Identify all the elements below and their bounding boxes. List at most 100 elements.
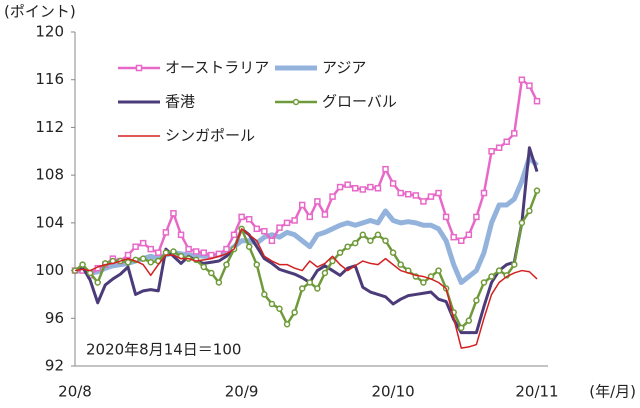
marker xyxy=(382,237,389,244)
series-line xyxy=(75,154,539,285)
marker xyxy=(389,180,397,187)
y-tick-label: 116 xyxy=(35,70,64,88)
marker xyxy=(147,258,154,266)
marker xyxy=(261,227,268,235)
marker xyxy=(488,273,495,280)
marker xyxy=(200,249,208,256)
marker xyxy=(374,185,382,192)
marker xyxy=(404,190,412,198)
marker xyxy=(238,213,245,221)
y-axis-label: (ポイント) xyxy=(4,3,76,21)
marker xyxy=(526,82,533,89)
marker xyxy=(435,189,442,197)
marker xyxy=(344,243,351,250)
marker xyxy=(321,211,329,218)
marker xyxy=(526,207,533,215)
legend-label: グローバル xyxy=(322,93,397,111)
marker xyxy=(518,76,526,83)
marker xyxy=(389,249,397,256)
marker xyxy=(420,198,427,205)
marker xyxy=(253,261,261,268)
marker xyxy=(283,219,291,227)
marker xyxy=(223,245,230,253)
marker xyxy=(427,193,435,200)
marker xyxy=(155,249,162,256)
marker xyxy=(382,165,389,173)
marker xyxy=(291,217,298,224)
y-tick-label: 100 xyxy=(35,261,64,279)
marker xyxy=(94,279,101,286)
annotation: 2020年8月14日＝100 xyxy=(86,341,241,359)
marker xyxy=(397,189,404,197)
marker xyxy=(291,309,298,316)
y-tick-label: 92 xyxy=(45,357,64,375)
marker xyxy=(132,243,139,250)
marker xyxy=(306,213,314,221)
marker xyxy=(283,321,291,328)
marker xyxy=(458,237,465,244)
marker xyxy=(336,249,344,256)
marker xyxy=(208,251,215,259)
marker xyxy=(533,187,541,194)
marker xyxy=(124,251,132,259)
marker xyxy=(298,201,306,209)
marker xyxy=(397,261,404,268)
marker xyxy=(351,185,359,192)
marker xyxy=(200,263,208,271)
marker xyxy=(306,279,314,286)
marker xyxy=(245,216,253,223)
marker xyxy=(321,269,329,277)
marker xyxy=(450,233,457,241)
marker xyxy=(465,317,473,324)
x-tick-label: 20/8 xyxy=(58,383,92,401)
marker xyxy=(124,258,132,266)
legend-label: アジア xyxy=(322,59,366,77)
marker xyxy=(465,231,473,239)
marker xyxy=(223,261,230,268)
legend-label: オーストラリア xyxy=(165,59,269,77)
marker xyxy=(359,231,367,239)
marker xyxy=(170,210,177,217)
marker xyxy=(480,189,488,197)
marker xyxy=(533,97,541,105)
marker xyxy=(276,305,283,312)
marker xyxy=(268,237,276,244)
marker xyxy=(511,130,518,137)
marker xyxy=(344,181,351,188)
marker xyxy=(147,245,154,253)
x-tick-label: 20/9 xyxy=(225,383,259,401)
marker xyxy=(208,269,215,277)
marker xyxy=(185,245,192,253)
marker xyxy=(473,297,480,304)
marker xyxy=(503,138,510,145)
marker xyxy=(351,239,359,247)
y-tick-label: 120 xyxy=(35,23,64,41)
marker xyxy=(192,248,200,255)
marker xyxy=(276,224,283,231)
marker xyxy=(261,291,268,298)
marker xyxy=(329,193,336,200)
marker xyxy=(480,279,488,286)
marker xyxy=(367,183,374,191)
marker xyxy=(139,255,147,262)
legend-label: 香港 xyxy=(165,93,195,111)
marker xyxy=(495,144,503,151)
y-tick-label: 112 xyxy=(35,118,64,136)
marker xyxy=(495,267,503,274)
marker xyxy=(314,285,321,292)
marker xyxy=(488,148,495,155)
marker xyxy=(253,225,261,233)
marker xyxy=(245,243,253,250)
legend-label: シンガポール xyxy=(165,127,255,145)
marker xyxy=(162,229,170,236)
legend-marker xyxy=(135,64,143,72)
marker xyxy=(367,237,374,244)
marker xyxy=(412,192,420,199)
marker xyxy=(473,213,480,221)
marker xyxy=(336,183,344,191)
marker xyxy=(435,267,442,274)
x-tick-label: 20/10 xyxy=(371,383,414,401)
marker xyxy=(329,257,336,265)
x-axis-label: (年/月) xyxy=(589,383,636,401)
